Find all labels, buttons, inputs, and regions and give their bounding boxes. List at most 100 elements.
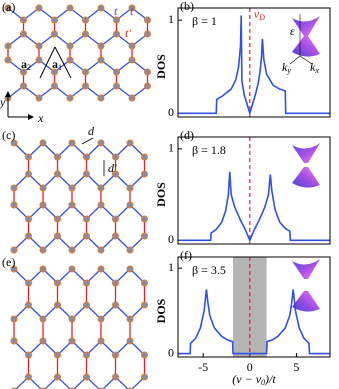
lattice-vector-a2-part: a xyxy=(21,57,27,71)
atom xyxy=(68,139,76,147)
atom xyxy=(97,337,105,345)
atom xyxy=(39,337,47,345)
atom xyxy=(82,16,89,24)
dimension xyxy=(81,137,94,145)
atom xyxy=(35,42,43,50)
atom xyxy=(112,170,119,178)
dirac-label-part: ν xyxy=(254,7,260,21)
atom xyxy=(10,184,18,192)
lattice-vector xyxy=(39,46,56,79)
atom xyxy=(113,68,120,76)
x-axis-label: (ν − ν0)/t xyxy=(232,372,276,387)
atom xyxy=(97,201,105,209)
atom xyxy=(144,30,151,38)
dirac-label: νD xyxy=(254,7,265,22)
dos-curve xyxy=(178,15,330,117)
atom xyxy=(141,170,148,178)
x-axis-label-part: (ν − ν xyxy=(232,372,261,386)
atom xyxy=(51,16,58,24)
atom xyxy=(20,16,27,24)
x-tick-label: 0 xyxy=(247,360,253,374)
inset-label-part: k xyxy=(282,60,288,74)
atom xyxy=(25,232,32,240)
y-tick-label: 1 xyxy=(168,141,174,155)
atom xyxy=(39,184,47,192)
atom xyxy=(83,215,90,223)
atom xyxy=(112,232,119,240)
inset-label-sub: x xyxy=(314,66,319,75)
atom xyxy=(35,56,43,64)
atom xyxy=(54,232,61,240)
atom xyxy=(54,373,61,381)
y-axis-label: DOS xyxy=(154,298,168,323)
atom xyxy=(128,56,136,64)
bond-d: d xyxy=(88,124,95,138)
atom xyxy=(112,301,119,309)
atom xyxy=(68,315,76,323)
inset-label-part: k xyxy=(310,60,316,74)
atom xyxy=(68,337,76,345)
atom xyxy=(35,4,43,12)
atom xyxy=(54,301,61,309)
atom xyxy=(141,351,148,359)
cone-upper xyxy=(292,16,320,36)
atom xyxy=(112,351,119,359)
atom xyxy=(144,82,151,90)
atom xyxy=(83,351,90,359)
atom xyxy=(39,265,47,273)
atom xyxy=(97,246,105,254)
atom xyxy=(68,184,76,192)
atom xyxy=(39,315,47,323)
atom xyxy=(54,170,61,178)
dirac-label-sub: D xyxy=(258,13,265,22)
atom xyxy=(66,4,74,12)
atom xyxy=(20,82,27,90)
atom xyxy=(97,265,105,273)
y-tick-label: 0 xyxy=(168,105,174,119)
y-tick-label: 0 xyxy=(168,232,174,246)
atom xyxy=(83,279,90,287)
atom xyxy=(20,30,27,38)
atom xyxy=(97,184,105,192)
atom xyxy=(35,94,43,102)
atom xyxy=(141,279,148,287)
atom xyxy=(128,42,136,50)
panel-label: (f) xyxy=(180,248,192,262)
atom xyxy=(112,215,119,223)
atom xyxy=(51,68,58,76)
atom xyxy=(66,56,74,64)
inset-label: kx xyxy=(310,60,319,75)
lattice-vector-a1-part: a xyxy=(52,57,58,71)
y-tick-label: 1 xyxy=(168,260,174,274)
atom xyxy=(141,153,148,161)
atom xyxy=(97,42,105,50)
atom xyxy=(82,30,89,38)
atom xyxy=(144,16,151,24)
atom xyxy=(10,337,18,345)
inset-axis xyxy=(289,55,301,65)
atom xyxy=(83,301,90,309)
atom xyxy=(54,351,61,359)
atom xyxy=(126,139,134,147)
axis-y: y xyxy=(0,95,6,109)
atom xyxy=(141,232,148,240)
atom xyxy=(82,68,89,76)
atom xyxy=(83,170,90,178)
atom xyxy=(126,184,134,192)
atom xyxy=(25,301,32,309)
atom xyxy=(10,265,18,273)
hopping-t: t xyxy=(130,4,134,18)
atom xyxy=(25,351,32,359)
beta-label: β = 3.5 xyxy=(192,263,226,277)
panel-label: (e) xyxy=(2,255,15,269)
x-axis-label-part: )/t xyxy=(264,372,276,386)
atom xyxy=(51,30,58,38)
x-tick-label: 5 xyxy=(293,360,299,374)
atom xyxy=(97,139,105,147)
y-tick-label: 0 xyxy=(168,345,174,359)
atom xyxy=(128,94,136,102)
atom xyxy=(66,42,74,50)
atom xyxy=(97,94,105,102)
atom xyxy=(20,68,27,76)
atom xyxy=(126,246,134,254)
